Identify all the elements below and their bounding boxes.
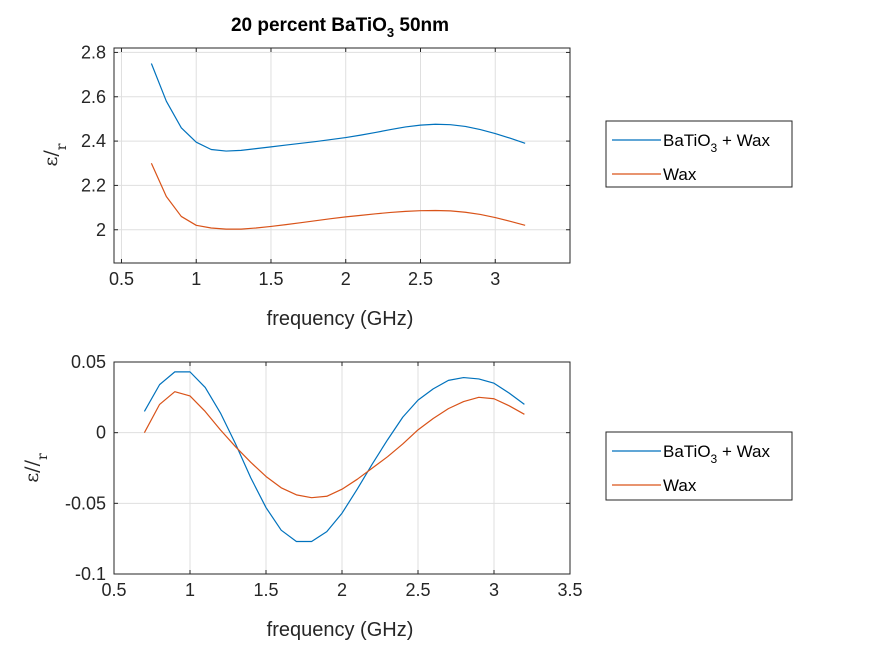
legend-label-sub: 3 — [711, 452, 718, 466]
y-axis-label: ε//r — [21, 453, 51, 483]
legend: BaTiO3 + Wax Wax — [605, 431, 793, 501]
series-line-wax — [150, 163, 526, 230]
y-tick-label: 2.2 — [81, 175, 106, 195]
x-tick-label: 1 — [191, 269, 201, 289]
x-tick-label: 3 — [490, 269, 500, 289]
x-tick-label: 2 — [337, 580, 347, 600]
axes-box — [113, 47, 571, 264]
y-axis-label-sub: r — [35, 453, 51, 460]
y-tick-label: 2.6 — [81, 87, 106, 107]
x-tick-label: 2.5 — [408, 269, 433, 289]
bottom-plot: 0.5 1 1.5 2 2.5 3 3.5 -0.1 -0.05 0 0.05 frequency (… — [21, 352, 793, 641]
legend-label: BaTiO3 + Wax — [663, 442, 770, 466]
x-tick-label: 1.5 — [253, 580, 278, 600]
legend-box — [605, 431, 793, 501]
y-tick-label: 2.8 — [81, 42, 106, 62]
legend: BaTiO3 + Wax Wax — [605, 120, 793, 188]
x-tick-label: 3.5 — [557, 580, 582, 600]
y-tick-label: 0 — [96, 423, 106, 443]
y-tick-label: 2 — [96, 220, 106, 240]
legend-label: Wax — [663, 165, 697, 184]
legend-label-main: BaTiO — [663, 131, 711, 150]
plot-area — [114, 48, 570, 263]
y-tick-label: -0.1 — [75, 564, 106, 584]
x-tick-label: 0.5 — [101, 580, 126, 600]
x-tick-label: 3 — [489, 580, 499, 600]
y-tick-label: 2.4 — [81, 131, 106, 151]
x-tick-label: 2 — [341, 269, 351, 289]
top-plot: 0.5 1 1.5 2 2.5 3 2 2.2 2.4 2.6 2.8 frequency (GHz)… — [40, 42, 793, 330]
legend-label-main: Wax — [663, 476, 697, 495]
series-line-wax — [143, 391, 525, 499]
legend-label-main: Wax — [663, 165, 697, 184]
y-tick-label: -0.05 — [65, 493, 106, 513]
y-axis-label-main: ε/ — [40, 150, 62, 167]
x-tick-label: 1.5 — [258, 269, 283, 289]
series-line-batio3-wax — [150, 63, 526, 152]
x-axis-label: frequency (GHz) — [267, 308, 414, 330]
figure-title: 20 percent BaTiO3 50nm — [231, 15, 449, 40]
y-axis-label-sub: r — [54, 143, 70, 150]
legend-label: Wax — [663, 476, 697, 495]
legend-label: BaTiO3 + Wax — [663, 131, 770, 155]
x-tick-label: 1 — [185, 580, 195, 600]
legend-label-tail: + Wax — [717, 442, 770, 461]
legend-label-sub: 3 — [711, 141, 718, 155]
legend-label-main: BaTiO — [663, 442, 711, 461]
y-axis-label: ε/r — [40, 143, 70, 166]
y-tick-label: 0.05 — [71, 352, 106, 372]
x-tick-label: 2.5 — [405, 580, 430, 600]
series-line-batio3-wax — [143, 371, 525, 543]
y-axis-label-main: ε// — [21, 459, 43, 482]
legend-label-tail: + Wax — [717, 131, 770, 150]
x-axis-label: frequency (GHz) — [267, 619, 414, 641]
x-tick-label: 0.5 — [109, 269, 134, 289]
legend-box — [605, 120, 793, 188]
